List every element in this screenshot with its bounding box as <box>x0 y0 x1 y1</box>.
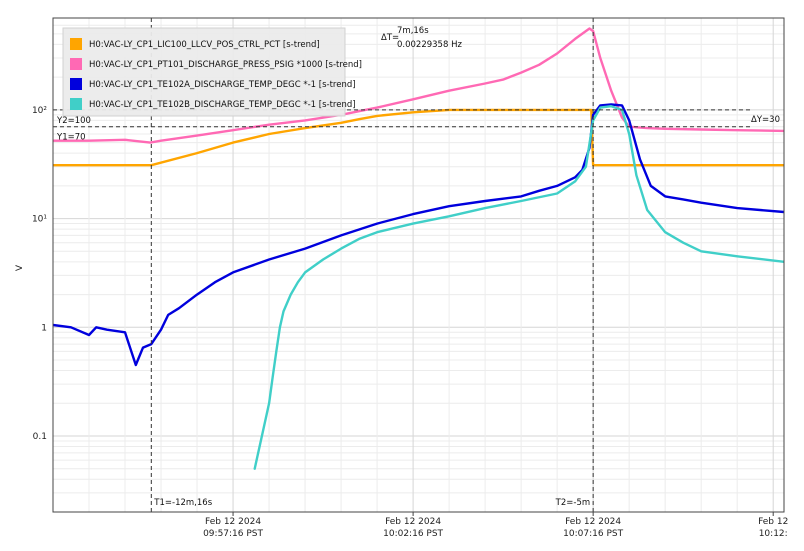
series-lines <box>53 27 784 470</box>
cursor-t2-label: T2=-5m <box>555 498 590 508</box>
x-tick-date: Feb 12 <box>758 517 788 527</box>
cursor-y2-label: Y2=100 <box>56 116 91 126</box>
x-tick-time: 09:57:16 PST <box>203 529 263 539</box>
delta-t-value: 7m,16s <box>397 26 429 36</box>
delta-t-label: ΔT= <box>381 33 399 43</box>
x-axis-labels: Feb 12 2024 09:57:16 PST Feb 12 2024 10:02:… <box>203 512 788 539</box>
legend-entry[interactable]: H0:VAC-LY_CP1_LIC100_LLCV_POS_CTRL_PCT [… <box>89 40 320 50</box>
x-tick-time: 10:02:16 PST <box>383 529 443 539</box>
legend[interactable]: H0:VAC-LY_CP1_LIC100_LLCV_POS_CTRL_PCT [… <box>62 27 362 117</box>
y-tick-label: 10² <box>32 106 47 116</box>
legend-swatch <box>70 58 82 70</box>
y-tick-label: 10¹ <box>32 215 47 225</box>
legend-swatch <box>70 78 82 90</box>
x-tick-date: Feb 12 2024 <box>205 517 261 527</box>
series-line-1 <box>53 108 784 167</box>
legend-swatch <box>70 98 82 110</box>
series-line-4 <box>253 104 784 470</box>
y-axis-title: V <box>15 264 25 271</box>
plot-frame <box>52 17 785 513</box>
cursors[interactable]: T1=-12m,16s T2=-5m Y2=100 Y1=70 ΔY=30 ΔT=7m,1… <box>53 18 780 512</box>
y-axis-labels: 0.1 1 10¹ 10² <box>32 106 47 442</box>
x-tick-time: 10:12: <box>759 529 788 539</box>
legend-entry[interactable]: H0:VAC-LY_CP1_TE102A_DISCHARGE_TEMP_DEGC… <box>89 80 356 90</box>
series-line-3 <box>53 103 784 367</box>
legend-entry[interactable]: H0:VAC-LY_CP1_TE102B_DISCHARGE_TEMP_DEGC… <box>89 100 356 110</box>
y-tick-label: 1 <box>41 323 47 333</box>
cursor-y1-label: Y1=70 <box>56 133 86 143</box>
cursor-t1-label: T1=-12m,16s <box>153 498 212 508</box>
x-tick-time: 10:07:16 PST <box>563 529 623 539</box>
grid <box>52 17 784 513</box>
legend-entry[interactable]: H0:VAC-LY_CP1_PT101_DISCHARGE_PRESS_PSIG… <box>89 60 362 70</box>
y-tick-label: 0.1 <box>33 432 47 442</box>
delta-t-frequency: 0.00229358 Hz <box>397 40 462 50</box>
x-tick-date: Feb 12 2024 <box>385 517 441 527</box>
delta-y-label: ΔY=30 <box>751 115 780 125</box>
x-tick-date: Feb 12 2024 <box>565 517 621 527</box>
legend-box <box>62 27 346 117</box>
legend-swatch <box>70 38 82 50</box>
